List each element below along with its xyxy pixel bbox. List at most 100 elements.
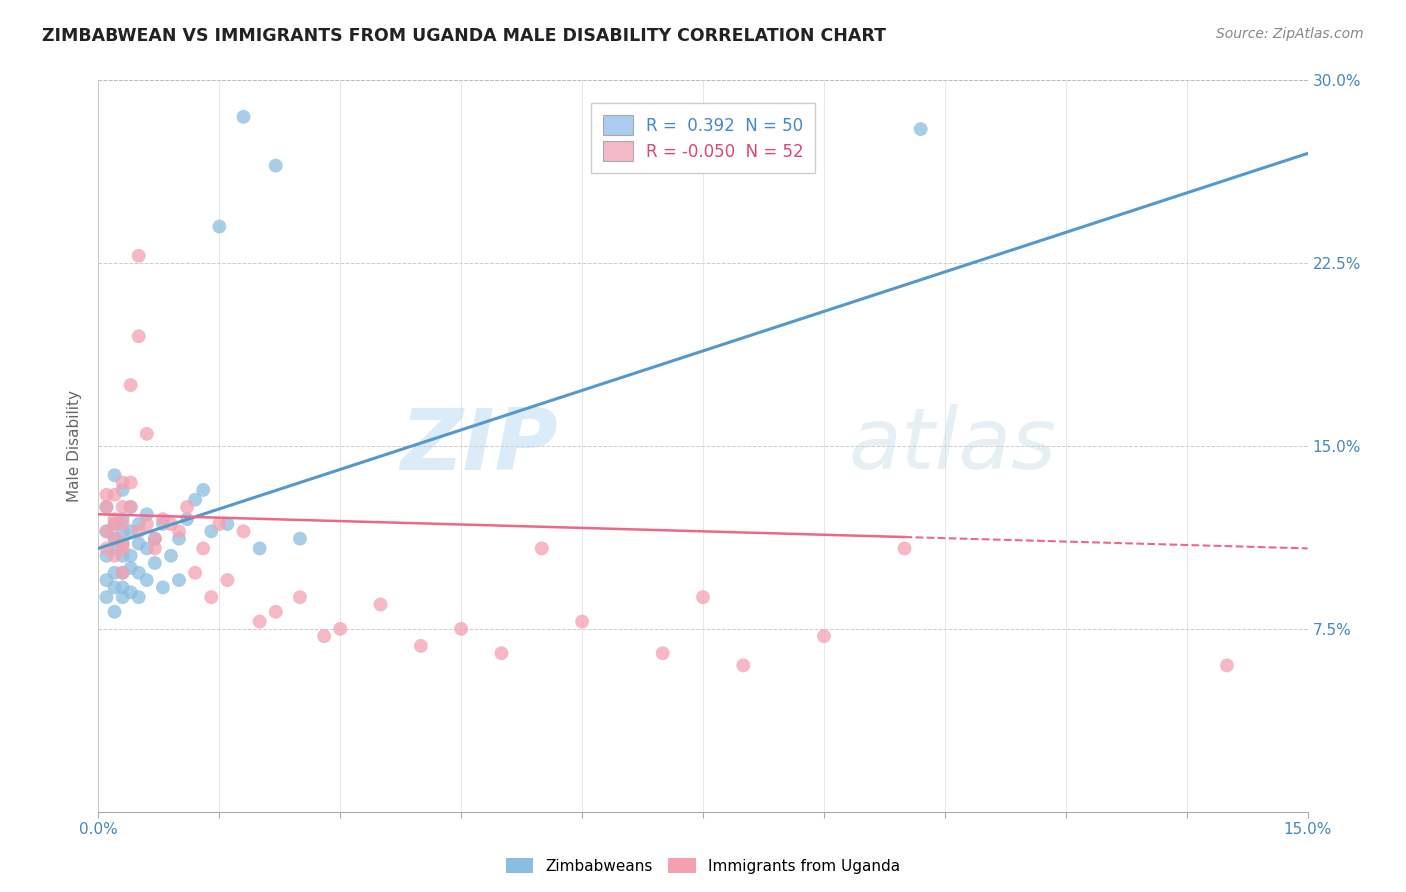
Point bbox=[96, 500, 118, 514]
Point bbox=[184, 492, 207, 507]
Point bbox=[152, 512, 174, 526]
Point bbox=[217, 573, 239, 587]
Point bbox=[167, 524, 190, 539]
Point bbox=[96, 541, 118, 556]
Point bbox=[232, 110, 254, 124]
Point bbox=[96, 590, 118, 604]
Point bbox=[128, 249, 150, 263]
Point bbox=[120, 524, 142, 539]
Point bbox=[571, 615, 593, 629]
Point bbox=[111, 536, 134, 550]
Point bbox=[135, 573, 157, 587]
Point bbox=[692, 590, 714, 604]
Point bbox=[152, 516, 174, 531]
Point bbox=[249, 615, 271, 629]
Point bbox=[314, 629, 336, 643]
Point bbox=[111, 500, 134, 514]
Point bbox=[103, 581, 125, 595]
Point bbox=[208, 516, 231, 531]
Point bbox=[200, 524, 222, 539]
Point bbox=[111, 581, 134, 595]
Point bbox=[1216, 658, 1239, 673]
Point bbox=[111, 536, 134, 550]
Text: ZIP: ZIP bbox=[401, 404, 558, 488]
Point bbox=[96, 573, 118, 587]
Point bbox=[103, 532, 125, 546]
Point bbox=[96, 549, 118, 563]
Point bbox=[193, 541, 215, 556]
Point bbox=[103, 532, 125, 546]
Point bbox=[103, 549, 125, 563]
Point bbox=[103, 488, 125, 502]
Point bbox=[167, 532, 190, 546]
Point bbox=[370, 598, 392, 612]
Point bbox=[103, 468, 125, 483]
Point bbox=[111, 512, 134, 526]
Y-axis label: Male Disability: Male Disability bbox=[67, 390, 83, 502]
Point bbox=[232, 524, 254, 539]
Point bbox=[329, 622, 352, 636]
Point bbox=[103, 541, 125, 556]
Point bbox=[120, 585, 142, 599]
Point bbox=[103, 605, 125, 619]
Text: atlas: atlas bbox=[848, 404, 1056, 488]
Point bbox=[103, 516, 125, 531]
Point bbox=[96, 488, 118, 502]
Point bbox=[111, 566, 134, 580]
Point bbox=[193, 483, 215, 497]
Legend: Zimbabweans, Immigrants from Uganda: Zimbabweans, Immigrants from Uganda bbox=[499, 852, 907, 880]
Point bbox=[111, 475, 134, 490]
Point bbox=[200, 590, 222, 604]
Point bbox=[264, 605, 287, 619]
Point bbox=[135, 516, 157, 531]
Point bbox=[96, 524, 118, 539]
Point bbox=[111, 516, 134, 531]
Point bbox=[120, 500, 142, 514]
Point bbox=[120, 378, 142, 392]
Point bbox=[160, 516, 183, 531]
Point bbox=[128, 590, 150, 604]
Point bbox=[103, 516, 125, 531]
Point bbox=[135, 541, 157, 556]
Point bbox=[143, 532, 166, 546]
Point bbox=[176, 512, 198, 526]
Point bbox=[143, 556, 166, 570]
Point bbox=[135, 508, 157, 522]
Legend: R =  0.392  N = 50, R = -0.050  N = 52: R = 0.392 N = 50, R = -0.050 N = 52 bbox=[591, 103, 815, 173]
Point bbox=[176, 500, 198, 514]
Point bbox=[813, 629, 835, 643]
Text: Source: ZipAtlas.com: Source: ZipAtlas.com bbox=[1216, 27, 1364, 41]
Point bbox=[120, 561, 142, 575]
Point bbox=[249, 541, 271, 556]
Point bbox=[120, 549, 142, 563]
Point bbox=[152, 581, 174, 595]
Point bbox=[111, 566, 134, 580]
Point bbox=[120, 475, 142, 490]
Point bbox=[167, 573, 190, 587]
Point bbox=[217, 516, 239, 531]
Point bbox=[208, 219, 231, 234]
Point bbox=[135, 426, 157, 441]
Point bbox=[491, 646, 513, 660]
Point bbox=[120, 500, 142, 514]
Point bbox=[651, 646, 673, 660]
Point bbox=[128, 329, 150, 343]
Point bbox=[103, 512, 125, 526]
Point bbox=[409, 639, 432, 653]
Point bbox=[264, 159, 287, 173]
Point bbox=[128, 536, 150, 550]
Point bbox=[733, 658, 755, 673]
Point bbox=[96, 524, 118, 539]
Point bbox=[530, 541, 553, 556]
Point bbox=[103, 566, 125, 580]
Point bbox=[288, 590, 311, 604]
Point bbox=[96, 500, 118, 514]
Point bbox=[111, 549, 134, 563]
Point bbox=[128, 516, 150, 531]
Point bbox=[288, 532, 311, 546]
Point bbox=[128, 566, 150, 580]
Point bbox=[450, 622, 472, 636]
Point bbox=[111, 541, 134, 556]
Point bbox=[893, 541, 915, 556]
Point bbox=[111, 524, 134, 539]
